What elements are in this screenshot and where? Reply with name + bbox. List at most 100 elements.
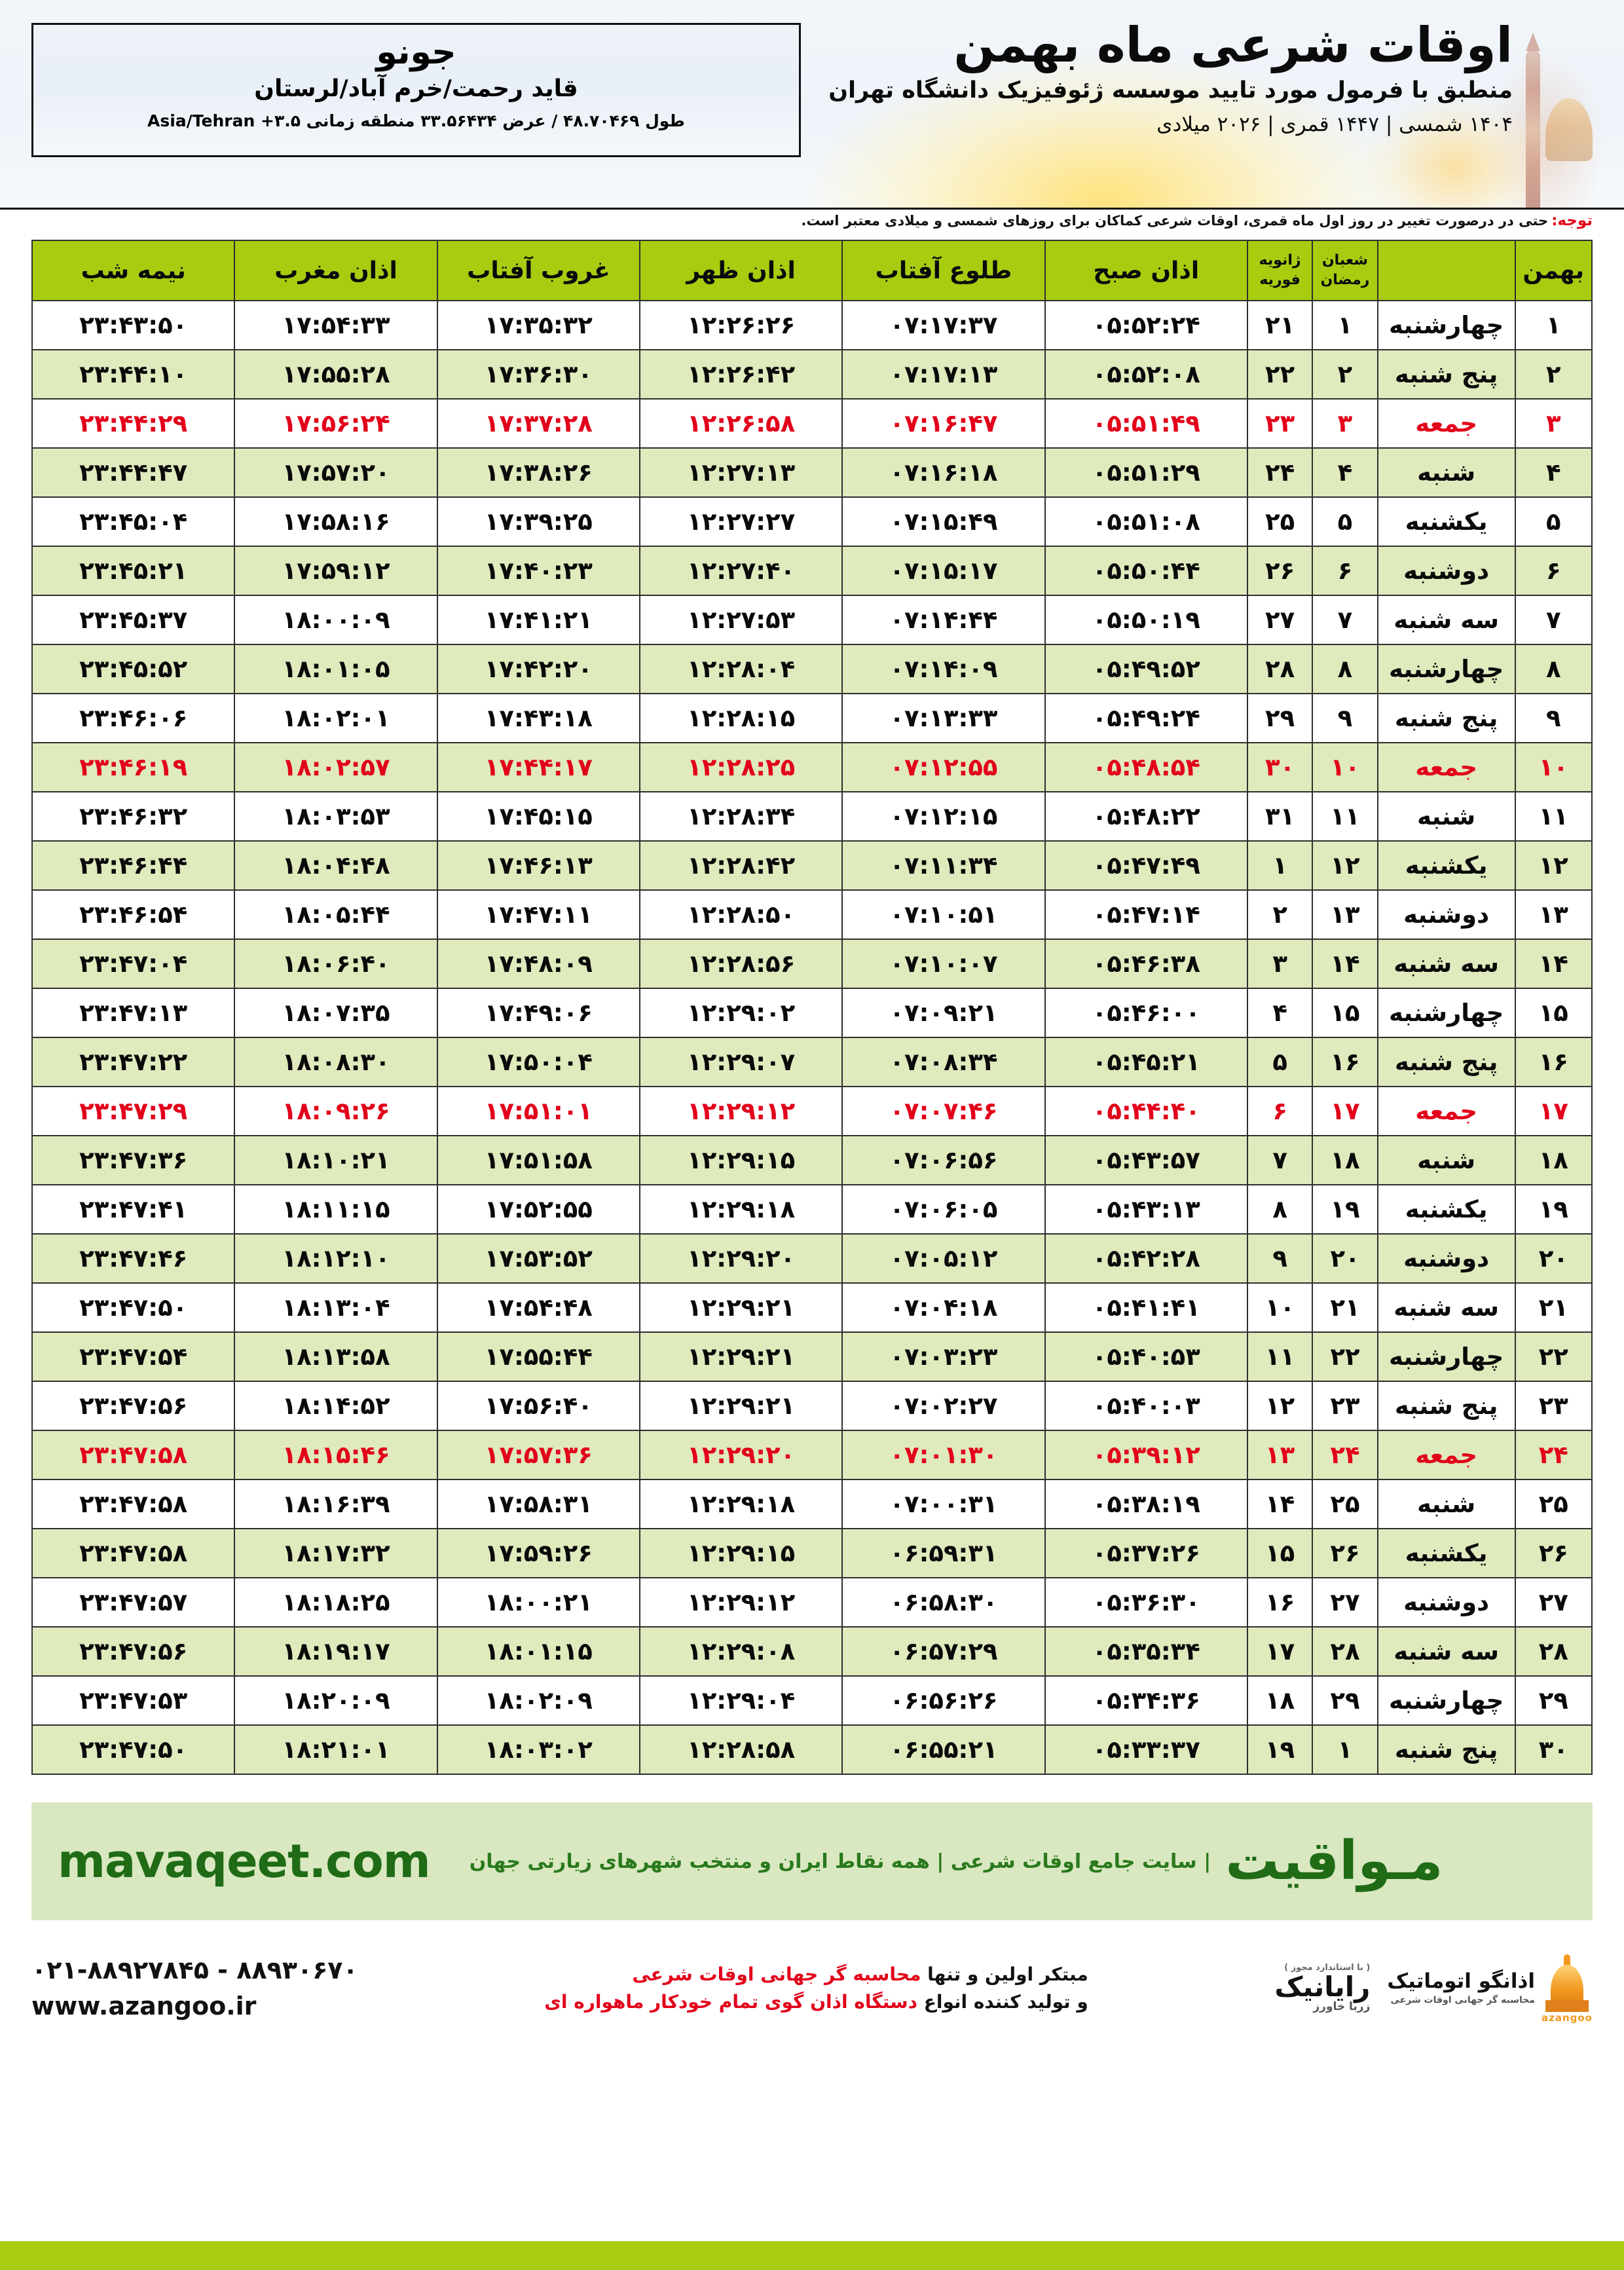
cell-maghrib: ۱۸:۱۴:۵۲ [234, 1381, 438, 1431]
table-row: ۲۹ چهارشنبه ۲۹ ۱۸ ۰۵:۳۴:۳۶ ۰۶:۵۶:۲۶ ۱۲:۲۹:۰۴ ۱۸… [31, 1675, 1593, 1726]
cell-weekday: چهارشنبه [1376, 988, 1516, 1038]
cell-fajr: ۰۵:۳۷:۲۶ [1044, 1528, 1248, 1578]
cell-dhuhr: ۱۲:۲۸:۱۵ [638, 693, 843, 743]
cell-weekday: پنج شنبه [1376, 693, 1516, 743]
table-row: ۲ پنج شنبه ۲ ۲۲ ۰۵:۵۲:۰۸ ۰۷:۱۷:۱۳ ۱۲:۲۶:۴۲ ۱۷:۳… [31, 349, 1593, 400]
cell-midnight: ۲۳:۴۷:۵۸ [31, 1479, 236, 1529]
cell-dhuhr: ۱۲:۲۷:۲۷ [638, 496, 843, 547]
col-header-dhuhr: اذان ظهر [638, 240, 843, 301]
cell-fajr: ۰۵:۴۶:۰۰ [1044, 988, 1248, 1038]
azangoo-logo: azangoo اذانگو اتوماتیک محاسبه گر جهانی … [1387, 1954, 1593, 2024]
cell-gregorian: ۱۶ [1246, 1577, 1314, 1628]
table-row: ۱۹ یکشنبه ۱۹ ۸ ۰۵:۴۳:۱۳ ۰۷:۰۶:۰۵ ۱۲:۲۹:۱۸ ۱۷:۵۲… [31, 1184, 1593, 1235]
cell-weekday: یکشنبه [1376, 840, 1516, 891]
cell-midnight: ۲۳:۴۵:۵۲ [31, 644, 236, 694]
cell-fajr: ۰۵:۵۱:۰۸ [1044, 496, 1248, 547]
cell-sunrise: ۰۷:۱۲:۱۵ [841, 791, 1046, 842]
cell-weekday: سه شنبه [1376, 1282, 1516, 1333]
cell-gregorian: ۹ [1246, 1233, 1314, 1284]
col-header-maghrib: اذان مغرب [234, 240, 438, 301]
cell-dhuhr: ۱۲:۲۶:۵۸ [638, 398, 843, 449]
cell-sunrise: ۰۷:۱۴:۴۴ [841, 595, 1046, 645]
table-row: ۲۴ جمعه ۲۴ ۱۳ ۰۵:۳۹:۱۲ ۰۷:۰۱:۳۰ ۱۲:۲۹:۲۰ ۱۷:۵۷:… [31, 1430, 1593, 1480]
cell-maghrib: ۱۸:۱۸:۲۵ [234, 1577, 438, 1628]
cell-midnight: ۲۳:۴۷:۳۶ [31, 1135, 236, 1185]
cell-day: ۲۲ [1514, 1331, 1593, 1382]
cell-hijri: ۷ [1312, 595, 1378, 645]
table-row: ۲۵ شنبه ۲۵ ۱۴ ۰۵:۳۸:۱۹ ۰۷:۰۰:۳۱ ۱۲:۲۹:۱۸ ۱۷:۵۸:… [31, 1479, 1593, 1529]
cell-sunrise: ۰۷:۰۸:۳۴ [841, 1037, 1046, 1087]
cell-sunset: ۱۷:۴۹:۰۶ [436, 988, 641, 1038]
cell-hijri: ۲۰ [1312, 1233, 1378, 1284]
table-row: ۱۷ جمعه ۱۷ ۶ ۰۵:۴۴:۴۰ ۰۷:۰۷:۴۶ ۱۲:۲۹:۱۲ ۱۷:۵۱:۰… [31, 1086, 1593, 1136]
prayer-table-wrap: بهمن شعبان رمضان ژانویه فوریه اذان صبح ط… [0, 240, 1624, 1775]
cell-hijri: ۲ [1312, 349, 1378, 400]
footer-domain[interactable]: mavaqeet.com [58, 1834, 431, 1888]
cell-maghrib: ۱۸:۱۵:۴۶ [234, 1430, 438, 1480]
cell-sunrise: ۰۷:۰۷:۴۶ [841, 1086, 1046, 1136]
cell-sunrise: ۰۶:۵۹:۳۱ [841, 1528, 1046, 1578]
col-header-hijri-bottom: رمضان [1320, 272, 1370, 288]
col-header-weekday [1376, 240, 1516, 301]
rayaneek-logo-sub: زربا خاورز [1313, 2000, 1371, 2013]
cell-maghrib: ۱۷:۵۶:۲۴ [234, 398, 438, 449]
city-coordinates: طول ۴۸.۷۰۴۶۹ / عرض ۳۳.۵۶۴۳۴ منطقه زمانی … [147, 111, 685, 131]
cell-fajr: ۰۵:۴۰:۵۳ [1044, 1331, 1248, 1382]
col-header-bahman: بهمن [1514, 240, 1593, 301]
cell-gregorian: ۷ [1246, 1135, 1314, 1185]
cell-maghrib: ۱۸:۰۲:۵۷ [234, 742, 438, 792]
table-row: ۱ چهارشنبه ۱ ۲۱ ۰۵:۵۲:۲۴ ۰۷:۱۷:۳۷ ۱۲:۲۶:۲۶ ۱۷:۳… [31, 300, 1593, 350]
cell-sunset: ۱۷:۵۵:۴۴ [436, 1331, 641, 1382]
cell-dhuhr: ۱۲:۲۸:۵۰ [638, 889, 843, 940]
cell-day: ۱۹ [1514, 1184, 1593, 1235]
table-row: ۱۵ چهارشنبه ۱۵ ۴ ۰۵:۴۶:۰۰ ۰۷:۰۹:۲۱ ۱۲:۲۹:۰۲ ۱۷:… [31, 988, 1593, 1038]
col-header-fajr: اذان صبح [1044, 240, 1248, 301]
cell-midnight: ۲۳:۴۷:۲۲ [31, 1037, 236, 1087]
footer-desc-1b: محاسبه گر جهانی اوقات شرعی [632, 1963, 921, 1985]
cell-weekday: پنج شنبه [1376, 1724, 1516, 1775]
cell-weekday: چهارشنبه [1376, 300, 1516, 350]
cell-dhuhr: ۱۲:۲۷:۴۰ [638, 546, 843, 596]
cell-maghrib: ۱۸:۰۷:۳۵ [234, 988, 438, 1038]
cell-day: ۳ [1514, 398, 1593, 449]
cell-day: ۸ [1514, 644, 1593, 694]
table-row: ۱۳ دوشنبه ۱۳ ۲ ۰۵:۴۷:۱۴ ۰۷:۱۰:۵۱ ۱۲:۲۸:۵۰ ۱۷:۴۷… [31, 889, 1593, 940]
cell-fajr: ۰۵:۵۱:۴۹ [1044, 398, 1248, 449]
footer-desc-2a: و تولید کننده انواع [917, 1991, 1088, 2013]
cell-maghrib: ۱۸:۱۱:۱۵ [234, 1184, 438, 1235]
cell-sunset: ۱۷:۴۱:۲۱ [436, 595, 641, 645]
cell-maghrib: ۱۸:۰۸:۳۰ [234, 1037, 438, 1087]
date-line: ۱۴۰۴ شمسی | ۱۴۴۷ قمری | ۲۰۲۶ میلادی [1156, 112, 1513, 136]
cell-dhuhr: ۱۲:۲۹:۲۱ [638, 1381, 843, 1431]
cell-gregorian: ۱ [1246, 840, 1314, 891]
cell-sunrise: ۰۶:۵۶:۲۶ [841, 1675, 1046, 1726]
cell-dhuhr: ۱۲:۲۸:۰۴ [638, 644, 843, 694]
cell-day: ۹ [1514, 693, 1593, 743]
cell-midnight: ۲۳:۴۷:۵۸ [31, 1430, 236, 1480]
cell-maghrib: ۱۸:۰۹:۲۶ [234, 1086, 438, 1136]
footer-bottom: azangoo اذانگو اتوماتیک محاسبه گر جهانی … [31, 1936, 1593, 2041]
cell-midnight: ۲۳:۴۶:۵۴ [31, 889, 236, 940]
cell-day: ۲۶ [1514, 1528, 1593, 1578]
cell-dhuhr: ۱۲:۲۹:۰۷ [638, 1037, 843, 1087]
cell-midnight: ۲۳:۴۴:۲۹ [31, 398, 236, 449]
cell-weekday: جمعه [1376, 1430, 1516, 1480]
cell-gregorian: ۸ [1246, 1184, 1314, 1235]
cell-hijri: ۳ [1312, 398, 1378, 449]
cell-maghrib: ۱۸:۰۵:۴۴ [234, 889, 438, 940]
table-row: ۵ یکشنبه ۵ ۲۵ ۰۵:۵۱:۰۸ ۰۷:۱۵:۴۹ ۱۲:۲۷:۲۷ ۱۷:۳۹:… [31, 496, 1593, 547]
footer-website[interactable]: www.azangoo.ir [31, 1992, 257, 2020]
title-block: اوقات شرعی ماه بهمن منطبق با فرمول مورد … [760, 18, 1513, 137]
cell-day: ۲۰ [1514, 1233, 1593, 1284]
cell-weekday: پنج شنبه [1376, 349, 1516, 400]
cell-sunrise: ۰۷:۱۴:۰۹ [841, 644, 1046, 694]
col-header-sunset: غروب آفتاب [436, 240, 641, 301]
cell-gregorian: ۲۱ [1246, 300, 1314, 350]
cell-day: ۲۳ [1514, 1381, 1593, 1431]
cell-maghrib: ۱۷:۵۹:۱۲ [234, 546, 438, 596]
cell-day: ۱۶ [1514, 1037, 1593, 1087]
cell-day: ۲۱ [1514, 1282, 1593, 1333]
cell-sunrise: ۰۷:۱۵:۱۷ [841, 546, 1046, 596]
cell-weekday: چهارشنبه [1376, 1331, 1516, 1382]
